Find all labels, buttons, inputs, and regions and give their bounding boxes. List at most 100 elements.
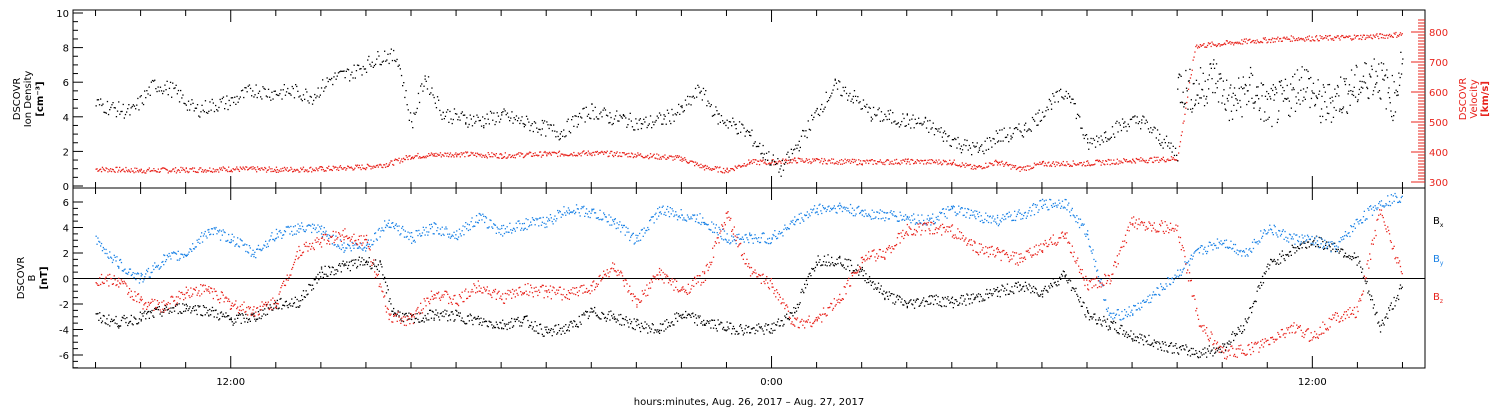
velocity-point (311, 171, 313, 173)
velocity-point (1147, 161, 1149, 164)
bx-point (257, 311, 260, 313)
density-point (642, 123, 644, 125)
velocity-point (912, 159, 914, 161)
velocity-point (1061, 164, 1064, 166)
density-point (1370, 76, 1372, 78)
density-point (666, 109, 669, 111)
bx-point (1315, 245, 1317, 248)
by-point (170, 258, 172, 260)
velocity-point (1096, 159, 1099, 161)
velocity-point (1198, 46, 1201, 49)
by-point (269, 239, 271, 241)
density-point (485, 123, 487, 125)
bx-point (121, 316, 123, 318)
bx-point (1284, 259, 1286, 262)
velocity-point (935, 159, 937, 161)
density-point (1082, 134, 1084, 136)
bx-point (1350, 255, 1352, 258)
density-point (1274, 86, 1276, 88)
density-point (448, 121, 450, 123)
bx-point (253, 312, 255, 314)
velocity-point (204, 169, 206, 171)
velocity-point (572, 155, 574, 157)
bx-point (530, 325, 532, 327)
velocity-point (502, 156, 505, 158)
density-point (1296, 69, 1299, 71)
bx-point (353, 259, 355, 261)
velocity-point (790, 159, 792, 161)
bx-point (742, 334, 744, 336)
by-point (316, 231, 318, 234)
bx-point (649, 327, 651, 329)
bx-point (439, 313, 442, 315)
by-point (146, 269, 148, 271)
velocity-point (836, 160, 838, 163)
bx-point (1039, 295, 1041, 297)
bx-point (746, 331, 748, 334)
velocity-point (1221, 44, 1223, 46)
density-point (938, 128, 940, 130)
velocity-point (138, 169, 141, 171)
bx-point (1318, 236, 1320, 239)
bx-point (156, 306, 159, 309)
density-point (700, 90, 702, 92)
density-point (583, 107, 585, 109)
bx-point (182, 303, 184, 305)
velocity-point (457, 153, 459, 155)
density-point (549, 124, 551, 126)
density-point (1053, 95, 1055, 97)
velocity-point (594, 151, 597, 153)
bx-point (1355, 256, 1357, 259)
velocity-point (837, 163, 839, 165)
bx-point (1163, 350, 1165, 352)
density-point (577, 123, 579, 126)
density-point (1067, 93, 1070, 95)
bx-point (1143, 335, 1146, 337)
density-point (900, 124, 902, 126)
bx-point (1176, 347, 1178, 349)
bx-point (311, 284, 314, 286)
bx-point (371, 267, 373, 269)
bx-point (451, 311, 453, 313)
density-point (1256, 94, 1258, 97)
density-point (861, 108, 863, 110)
density-point (945, 133, 947, 135)
bx-point (717, 319, 719, 321)
density-point (1161, 141, 1163, 144)
bx-point (595, 315, 598, 317)
by-point (397, 230, 399, 232)
velocity-point (338, 169, 340, 171)
bx-point (495, 321, 497, 323)
velocity-point (1365, 37, 1367, 39)
velocity-point (986, 166, 988, 168)
bx-point (229, 318, 232, 320)
density-point (980, 145, 982, 147)
density-point (1283, 90, 1285, 92)
velocity-point (864, 160, 866, 162)
top-right-ylabel-line-3: [km/s] (1480, 81, 1491, 117)
density-point (978, 147, 981, 149)
bx-point (440, 312, 442, 314)
bx-point (1013, 292, 1015, 295)
density-point (231, 97, 234, 99)
bx-point (710, 327, 712, 329)
density-point (155, 88, 157, 90)
velocity-point (734, 165, 736, 167)
bx-point (521, 325, 523, 327)
by-point (384, 220, 386, 222)
velocity-point (547, 152, 549, 154)
velocity-point (1314, 40, 1316, 42)
bx-point (206, 312, 208, 314)
bx-point (122, 317, 124, 319)
bx-point (214, 309, 216, 312)
bx-point (1005, 294, 1007, 296)
velocity-point (131, 170, 133, 172)
density-point (1279, 81, 1281, 83)
by-point (327, 234, 329, 236)
velocity-point (402, 161, 404, 163)
velocity-point (644, 156, 646, 159)
density-point (1371, 68, 1373, 71)
velocity-point (546, 154, 548, 156)
density-point (413, 112, 415, 114)
velocity-point (227, 170, 229, 173)
